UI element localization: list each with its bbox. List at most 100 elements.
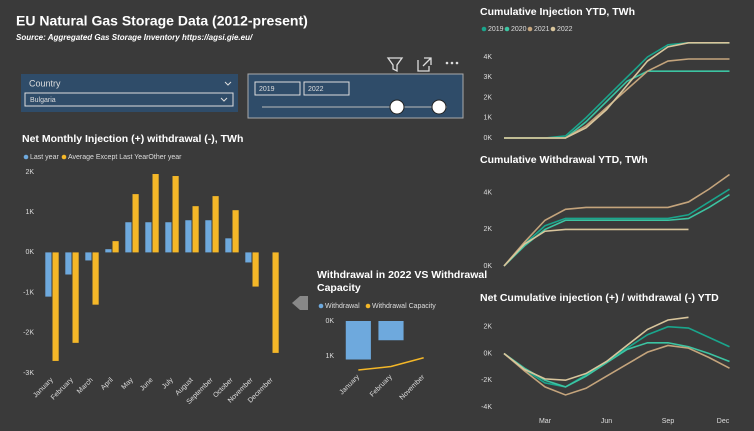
- year-from: 2019: [259, 86, 275, 93]
- line: [503, 188, 730, 267]
- filter-icon[interactable]: [386, 57, 404, 73]
- y-tick-label: 1K: [325, 353, 334, 360]
- bar: [52, 252, 59, 361]
- y-tick-label: 0K: [25, 249, 34, 256]
- line: [503, 228, 689, 267]
- range-handle[interactable]: [389, 99, 405, 115]
- line: [504, 41, 730, 139]
- x-tick-label: February: [50, 376, 75, 401]
- bar: [125, 222, 132, 253]
- title: EU Natural Gas Storage Data (2012-presen…: [16, 13, 308, 29]
- y-tick-label: 4K: [483, 54, 492, 61]
- bar: [65, 252, 72, 275]
- range-handle[interactable]: [431, 99, 447, 115]
- source: Source: Aggregated Gas Storage Inventory…: [16, 33, 253, 42]
- legend-swatch: [504, 26, 510, 32]
- bar: [132, 194, 139, 253]
- y-tick-label: -3K: [23, 370, 34, 377]
- legend-swatch: [365, 303, 371, 309]
- year-to: 2022: [308, 86, 324, 93]
- bar: [165, 222, 172, 253]
- legend-label: 2022: [557, 26, 573, 33]
- bar: [145, 222, 152, 253]
- y-tick-label: 2K: [25, 169, 34, 176]
- y-tick-label: 1K: [25, 209, 34, 216]
- year-to-box[interactable]: [303, 81, 350, 96]
- y-tick-label: 2K: [483, 226, 492, 233]
- y-tick-label: 4K: [483, 190, 492, 197]
- x-tick-label: November: [399, 373, 427, 401]
- chart-title: Cumulative Withdrawal YTD, TWh: [480, 154, 648, 166]
- legend-swatch: [318, 303, 324, 309]
- legend-label: 2019: [488, 26, 504, 33]
- toolbar: [386, 57, 432, 73]
- legend-swatch: [23, 154, 29, 160]
- y-tick-label: 0K: [483, 350, 492, 357]
- x-tick-label: May: [120, 376, 135, 391]
- y-tick-label: 1K: [483, 115, 492, 122]
- y-tick-label: -1K: [23, 289, 34, 296]
- line: [504, 70, 730, 139]
- dropdown-value: Bulgaria: [30, 97, 56, 104]
- x-tick-label: January: [338, 373, 361, 396]
- x-tick-label: July: [161, 376, 175, 390]
- bar: [345, 321, 371, 360]
- bar: [92, 252, 99, 305]
- legend-swatch: [481, 26, 487, 32]
- legend-label: 2021: [534, 26, 550, 33]
- chevron: [224, 81, 232, 86]
- expand-icon[interactable]: [417, 57, 432, 72]
- legend-label: Average Except Last YearOther year: [68, 154, 182, 161]
- bar: [252, 252, 259, 287]
- bar: [192, 206, 199, 253]
- y-tick-label: -2K: [481, 377, 492, 384]
- chevron: [220, 97, 228, 102]
- chart-title: Cumulative Injection YTD, TWh: [480, 6, 635, 18]
- x-tick-label: February: [369, 373, 394, 398]
- line: [503, 316, 689, 382]
- bar: [205, 220, 212, 253]
- x-tick-label: Mar: [539, 418, 552, 425]
- legend-label: Last year: [30, 154, 59, 161]
- x-tick-label: Dec: [717, 418, 730, 425]
- legend-label: Withdrawal: [325, 303, 360, 310]
- line: [358, 357, 424, 371]
- slicer-label: Country: [29, 78, 61, 88]
- line: [503, 193, 730, 267]
- dropdown[interactable]: [24, 92, 234, 107]
- line: [503, 344, 730, 396]
- y-tick-label: 3K: [483, 74, 492, 81]
- y-tick-label: -2K: [23, 330, 34, 337]
- bar: [85, 252, 92, 261]
- y-tick-label: 2K: [483, 324, 492, 331]
- year-from-box[interactable]: [254, 81, 301, 96]
- y-tick-label: 0K: [325, 318, 334, 325]
- bar: [378, 321, 404, 341]
- legend-swatch: [61, 154, 67, 160]
- x-tick-label: March: [76, 377, 95, 396]
- y-tick-label: 2K: [483, 94, 492, 101]
- line: [503, 325, 730, 388]
- bar: [152, 174, 159, 253]
- line: [503, 173, 730, 267]
- x-tick-label: Sep: [662, 418, 675, 425]
- nav-arrow[interactable]: [292, 296, 308, 310]
- chart-title: Withdrawal in 2022 VS Withdrawal Capacity: [317, 269, 487, 294]
- legend-label: 2020: [511, 26, 527, 33]
- line: [503, 341, 730, 388]
- chart-title: Net Monthly Injection (+) withdrawal (-)…: [22, 133, 243, 145]
- x-tick-label: Jun: [601, 418, 612, 425]
- year-slicer: [247, 73, 464, 119]
- bar: [232, 210, 239, 253]
- x-tick-label: April: [100, 376, 115, 391]
- y-tick-label: -4K: [481, 404, 492, 411]
- x-tick-label: June: [139, 377, 155, 393]
- legend-swatch: [527, 26, 533, 32]
- bar: [185, 220, 192, 253]
- bar: [272, 252, 279, 353]
- chart-title: Net Cumulative injection (+) / withdrawa…: [480, 292, 719, 304]
- bar: [112, 241, 119, 253]
- bar: [72, 252, 79, 343]
- more-icon[interactable]: [445, 61, 459, 65]
